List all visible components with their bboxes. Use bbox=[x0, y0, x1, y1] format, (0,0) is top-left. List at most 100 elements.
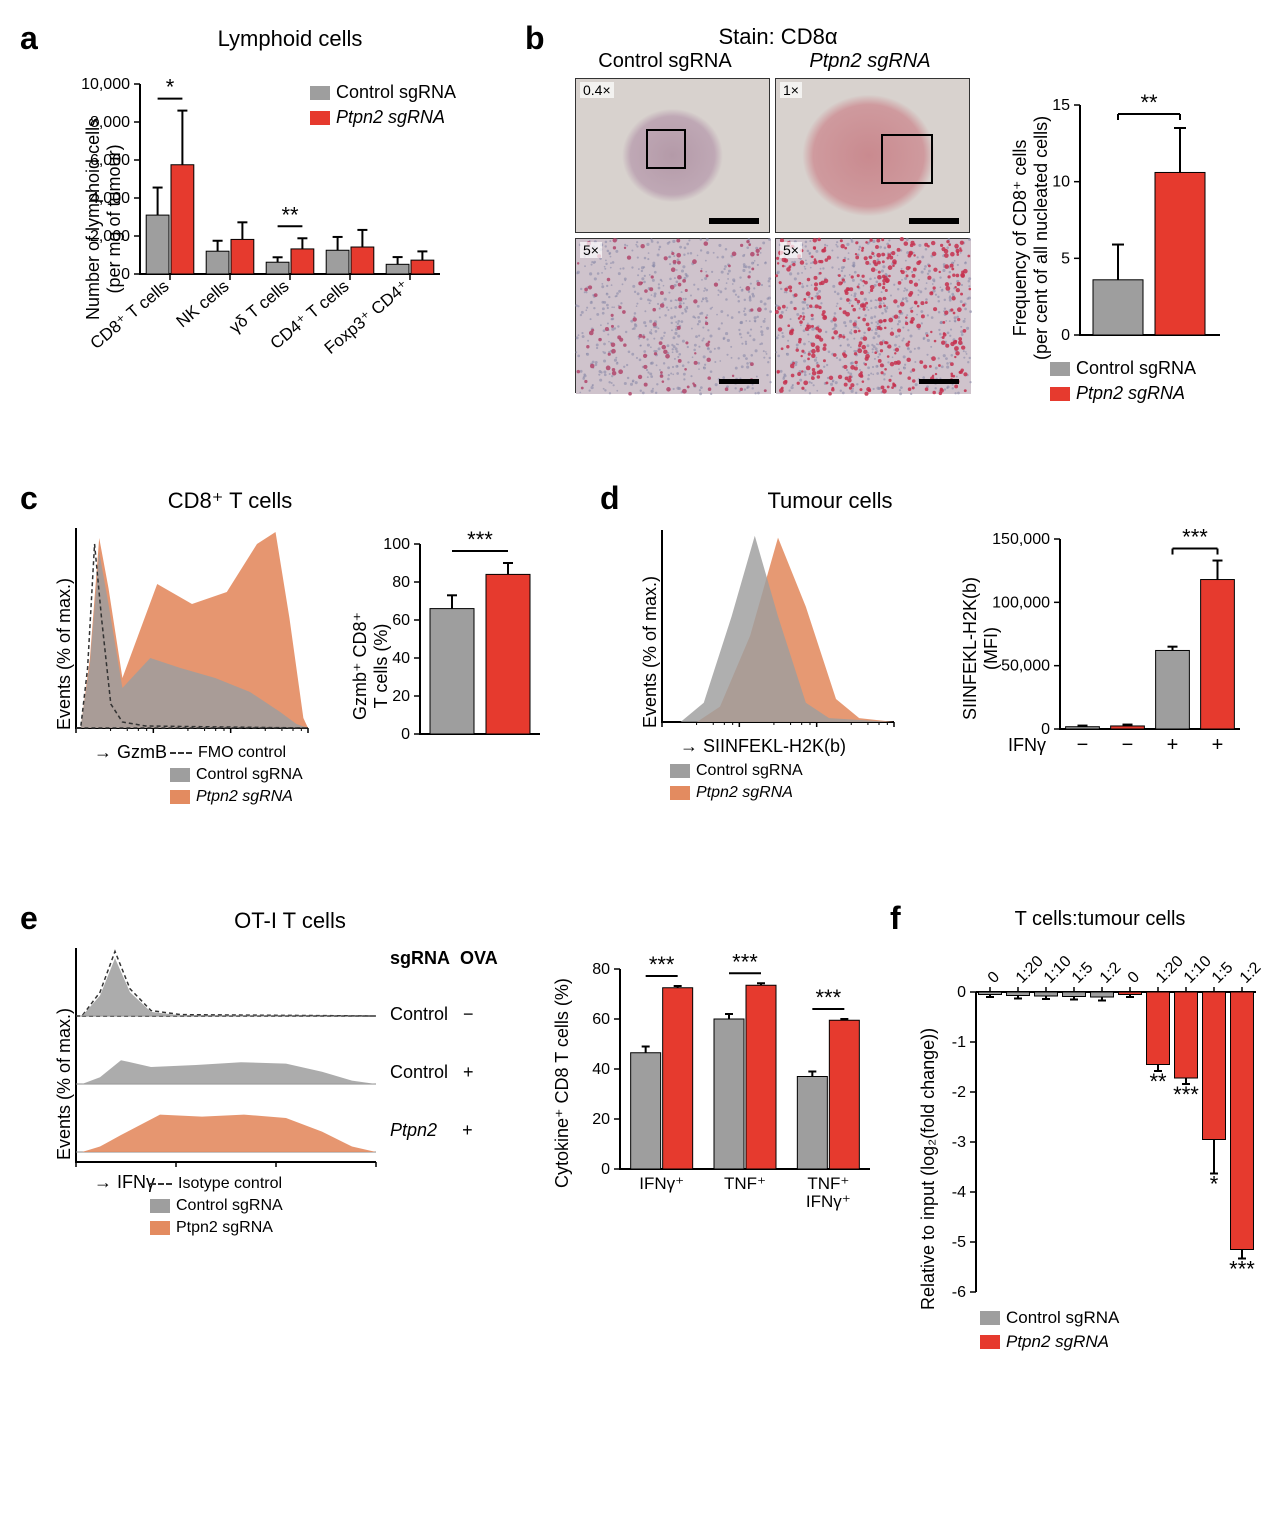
panel-b-stain-title: Stain: CD8α bbox=[658, 24, 898, 50]
svg-text:2,000: 2,000 bbox=[90, 228, 130, 245]
svg-text:***: *** bbox=[1173, 1082, 1199, 1107]
svg-text:1:10: 1:10 bbox=[1181, 953, 1215, 987]
svg-text:80: 80 bbox=[592, 961, 610, 978]
panel-c-flow-y: Events (% of max.) bbox=[54, 578, 75, 730]
svg-text:-4: -4 bbox=[952, 1184, 966, 1201]
figure-root: a Lymphoid cells Number of lymphoid cell… bbox=[20, 20, 1260, 1506]
panel-c-label: c bbox=[20, 480, 38, 517]
histo-control-high bbox=[575, 238, 770, 393]
svg-text:**: ** bbox=[281, 202, 299, 227]
panel-f-label: f bbox=[890, 900, 901, 937]
svg-text:0: 0 bbox=[121, 266, 130, 283]
mag-label: 0.4× bbox=[580, 82, 614, 98]
svg-text:1:20: 1:20 bbox=[1153, 953, 1187, 987]
panel-a-title: Lymphoid cells bbox=[160, 26, 420, 52]
scale-bar bbox=[919, 379, 959, 384]
panel-d-flow-x: SIINFEKL-H2K(b) bbox=[703, 736, 846, 756]
panel-d-label: d bbox=[600, 480, 620, 517]
panel-e-flow-legend: Isotype control Control sgRNA Ptpn2 sgRN… bbox=[150, 1175, 283, 1241]
svg-text:150,000: 150,000 bbox=[992, 531, 1050, 548]
svg-text:***: *** bbox=[1182, 525, 1208, 550]
svg-text:-1: -1 bbox=[952, 1034, 966, 1051]
panel-e-flow bbox=[62, 940, 382, 1170]
svg-text:40: 40 bbox=[392, 650, 410, 667]
histo-ptpn2-low bbox=[775, 78, 970, 233]
svg-text:100,000: 100,000 bbox=[992, 594, 1050, 611]
panel-c-flow-x: GzmB bbox=[117, 742, 167, 762]
svg-text:-6: -6 bbox=[952, 1284, 966, 1301]
svg-text:20: 20 bbox=[392, 688, 410, 705]
svg-text:**: ** bbox=[1149, 1069, 1167, 1094]
svg-text:+: + bbox=[1167, 734, 1179, 756]
panel-d-chart: 050,000100,000150,000−−++IFNγ*** bbox=[990, 517, 1260, 767]
panel-b-label: b bbox=[525, 20, 545, 57]
panel-b-col1: Control sgRNA bbox=[575, 50, 755, 73]
panel-b-col2: Ptpn2 sgRNA bbox=[780, 50, 960, 73]
svg-text:IFNγ⁺: IFNγ⁺ bbox=[639, 1174, 684, 1193]
svg-text:−: − bbox=[1077, 734, 1089, 756]
panel-f-chart: 0-1-2-3-4-5-601:201:101:51:20**1:20***1:… bbox=[940, 932, 1270, 1312]
panel-c-flow bbox=[62, 520, 322, 740]
svg-text:4,000: 4,000 bbox=[90, 190, 130, 207]
scale-bar bbox=[909, 218, 959, 224]
svg-text:40: 40 bbox=[592, 1061, 610, 1078]
svg-text:1:10: 1:10 bbox=[1041, 953, 1075, 987]
mag-label: 5× bbox=[780, 242, 802, 258]
svg-text:0: 0 bbox=[957, 984, 966, 1001]
svg-text:+: + bbox=[1212, 734, 1224, 756]
svg-text:IFNγ⁺: IFNγ⁺ bbox=[806, 1192, 851, 1211]
svg-text:10,000: 10,000 bbox=[81, 76, 130, 93]
roi-box bbox=[646, 129, 686, 169]
scale-bar bbox=[719, 379, 759, 384]
svg-text:0: 0 bbox=[601, 1161, 610, 1178]
svg-text:60: 60 bbox=[392, 612, 410, 629]
svg-text:0: 0 bbox=[1061, 327, 1070, 344]
svg-text:IFNγ: IFNγ bbox=[1008, 735, 1046, 755]
panel-e-chart: 020406080***IFNγ⁺***TNF⁺***TNF⁺IFNγ⁺ bbox=[578, 945, 888, 1235]
svg-text:15: 15 bbox=[1052, 97, 1070, 114]
panel-c-flow-legend: FMO control Control sgRNA Ptpn2 sgRNA bbox=[170, 744, 303, 810]
svg-text:8,000: 8,000 bbox=[90, 114, 130, 131]
svg-text:NK cells: NK cells bbox=[173, 277, 233, 332]
svg-text:-3: -3 bbox=[952, 1134, 966, 1151]
svg-text:50,000: 50,000 bbox=[1001, 658, 1050, 675]
svg-text:6,000: 6,000 bbox=[90, 152, 130, 169]
svg-text:***: *** bbox=[815, 985, 841, 1010]
svg-text:***: *** bbox=[649, 952, 675, 977]
panel-b-legend: Control sgRNA Ptpn2 sgRNA bbox=[1050, 358, 1196, 408]
svg-text:1:2: 1:2 bbox=[1097, 959, 1125, 987]
panel-f-title: T cells:tumour cells bbox=[980, 908, 1220, 931]
panel-d-flow-y: Events (% of max.) bbox=[640, 576, 661, 728]
panel-a-legend: Control sgRNA Ptpn2 sgRNA bbox=[310, 82, 456, 132]
panel-e-label: e bbox=[20, 900, 38, 937]
panel-d-flow bbox=[648, 522, 908, 732]
svg-text:*: * bbox=[1210, 1172, 1219, 1197]
svg-text:*: * bbox=[166, 75, 175, 100]
svg-text:5: 5 bbox=[1061, 250, 1070, 267]
svg-text:80: 80 bbox=[392, 574, 410, 591]
svg-text:**: ** bbox=[1140, 90, 1158, 115]
svg-text:***: *** bbox=[732, 949, 758, 974]
panel-e-row-labels: Control − Control + Ptpn2 + bbox=[390, 985, 474, 1159]
svg-text:10: 10 bbox=[1052, 174, 1070, 191]
panel-f-legend: Control sgRNA Ptpn2 sgRNA bbox=[980, 1308, 1119, 1356]
svg-text:0: 0 bbox=[985, 968, 1003, 986]
cd8-dots bbox=[576, 239, 771, 394]
svg-text:0: 0 bbox=[401, 726, 410, 743]
panel-d-title: Tumour cells bbox=[720, 488, 940, 514]
svg-text:0: 0 bbox=[1125, 968, 1143, 986]
panel-a-label: a bbox=[20, 20, 38, 57]
histo-control-low bbox=[575, 78, 770, 233]
mag-label: 5× bbox=[580, 242, 602, 258]
svg-text:-2: -2 bbox=[952, 1084, 966, 1101]
svg-text:TNF⁺: TNF⁺ bbox=[724, 1174, 766, 1193]
svg-text:100: 100 bbox=[383, 536, 410, 553]
panel-e-yaxis: Cytokine⁺ CD8 T cells (%) bbox=[552, 978, 573, 1188]
svg-text:CD8⁺ T cells: CD8⁺ T cells bbox=[87, 277, 173, 353]
panel-e-row-header: sgRNA OVA bbox=[390, 948, 498, 969]
panel-c-title: CD8⁺ T cells bbox=[120, 488, 340, 514]
scale-bar bbox=[709, 218, 759, 224]
panel-d-flow-legend: Control sgRNA Ptpn2 sgRNA bbox=[670, 762, 803, 806]
panel-e-flow-y: Events (% of max.) bbox=[54, 1008, 75, 1160]
panel-e-title: OT-I T cells bbox=[190, 908, 390, 934]
